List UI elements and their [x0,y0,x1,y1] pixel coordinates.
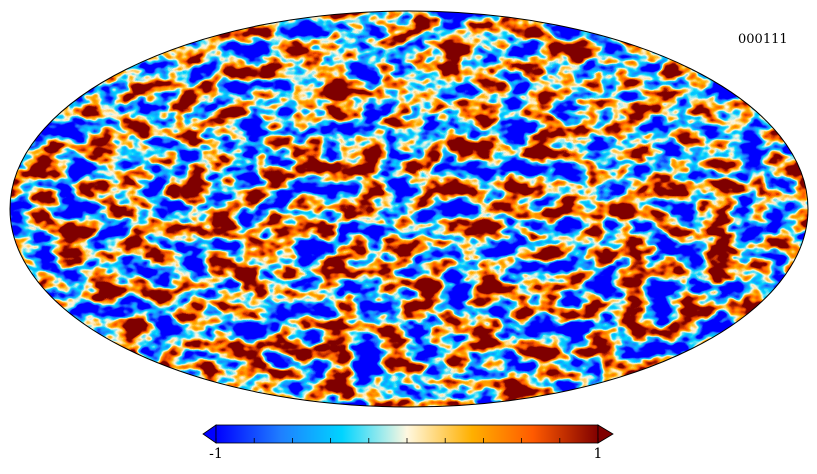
colorbar-max-arrow [597,424,614,444]
map-field [10,11,808,407]
map-id-label: 000111 [738,32,788,47]
colorbar-min-arrow [202,424,217,444]
colorbar-min-label: -1 [209,446,223,462]
colorbar [202,424,614,444]
colorbar-ticks [215,438,599,443]
colorbar-max-label: 1 [593,446,603,462]
map-boundary [9,10,809,408]
